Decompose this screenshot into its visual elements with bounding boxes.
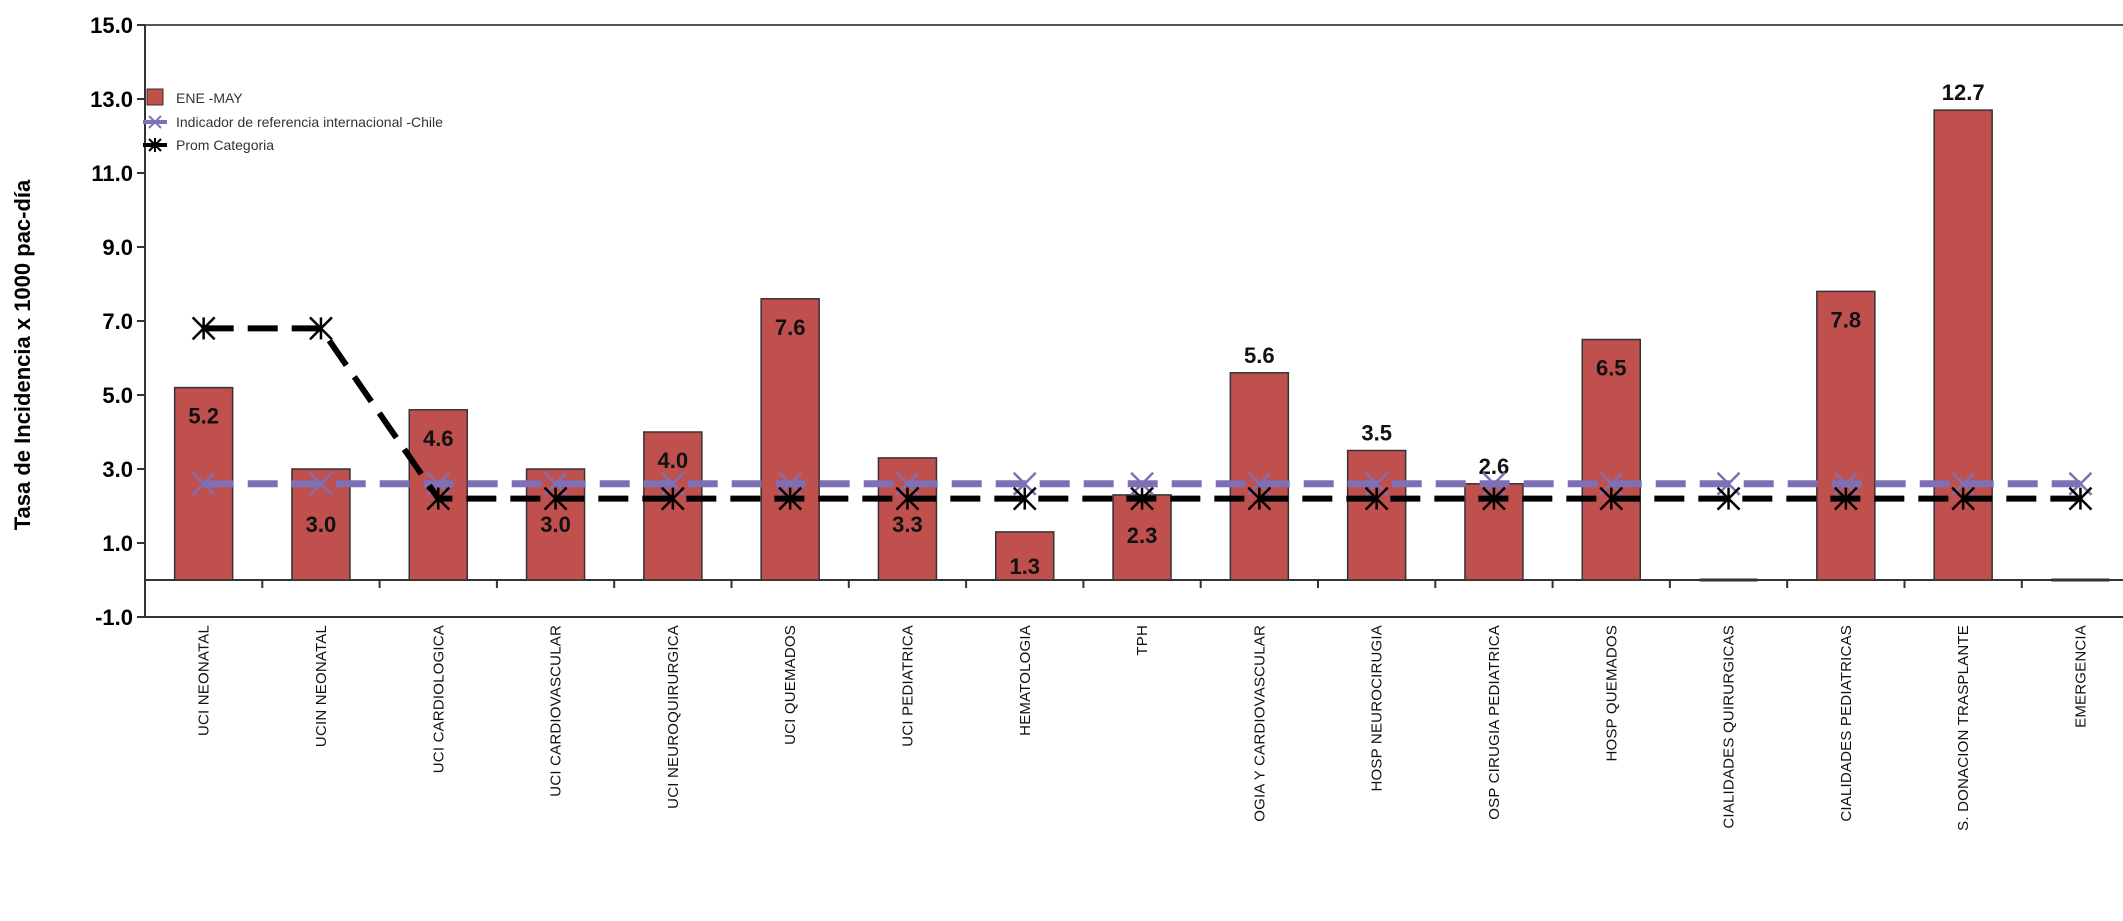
data-label: 3.5: [1361, 421, 1392, 446]
x-category-label: OGIA Y CARDIOVASCULAR: [1251, 625, 1268, 822]
category-average-series-marker: [1247, 486, 1272, 511]
y-tick-label: 3.0: [102, 457, 133, 482]
data-label: 4.0: [658, 448, 689, 473]
legend: ENE -MAY Indicador de referencia interna…: [143, 88, 443, 153]
x-category-label: TPH: [1134, 625, 1151, 656]
y-tick-label: 9.0: [102, 235, 133, 260]
category-average-series-marker: [895, 486, 920, 511]
x-category-label: UCIN NEONATAL: [313, 625, 330, 747]
x-category-label: S. DONACION TRASPLANTE: [1955, 625, 1972, 831]
data-label: 12.7: [1942, 80, 1985, 105]
y-tick-label: 11.0: [91, 161, 133, 186]
y-tick-label: 7.0: [102, 309, 133, 334]
legend-label-bar: ENE -MAY: [176, 90, 243, 106]
x-category-label: EMERGENCIA: [2072, 625, 2089, 728]
reference-series-marker-stroke: [309, 471, 333, 496]
y-axis-label-group: Tasa de Incidencia x 1000 pac-día: [10, 179, 35, 530]
x-category-label: CIALIDADES PEDIATRICAS: [1838, 625, 1855, 822]
bar: [1581, 338, 1641, 581]
bar: [291, 468, 351, 581]
reference-series-marker: [191, 471, 216, 496]
x-category-label: UCI NEONATAL: [196, 625, 213, 736]
x-category-label: UCI PEDIATRICA: [899, 625, 916, 747]
y-tick-label: 5.0: [102, 383, 133, 408]
data-label: 5.2: [188, 404, 219, 429]
category-average-series-marker: [1599, 486, 1624, 511]
x-category-label: HEMATOLOGIA: [1017, 625, 1034, 736]
category-average-series-marker: [543, 486, 568, 511]
legend-marker-category-average: [148, 138, 162, 152]
y-tick-label: 15.0: [90, 13, 133, 38]
data-label: 5.6: [1244, 343, 1275, 368]
data-label: 2.3: [1127, 523, 1158, 548]
plot-area: 15.0 13.0 11.0 9.0 7.0 5.0 3.0 1.0 -1.0 5.2 3.0 4.6…: [90, 13, 2123, 831]
data-label: 3.0: [540, 512, 571, 537]
legend-label-category-average: Prom Categoria: [176, 137, 274, 153]
category-average-series-marker: [1716, 486, 1741, 511]
legend-label-reference: Indicador de referencia internacional -C…: [176, 114, 443, 130]
bar: [1816, 290, 1876, 581]
y-axis-label: Tasa de Incidencia x 1000 pac-día: [10, 179, 35, 530]
data-label: 7.6: [775, 315, 806, 340]
category-average-series-marker: [1951, 486, 1976, 511]
data-label: 6.5: [1596, 356, 1627, 381]
x-category-label: UCI NEUROQUIRURGICA: [665, 625, 682, 809]
x-category-label: OSP CIRUGIA PEDIATRICA: [1486, 625, 1503, 820]
category-average-series-marker: [1833, 486, 1858, 511]
category-average-series-marker: [1012, 486, 1037, 511]
x-category-label: UCI QUEMADOS: [782, 625, 799, 745]
x-category-label: UCI CARDIOVASCULAR: [548, 625, 565, 797]
category-average-series-marker: [1364, 486, 1389, 511]
category-average-series-marker: [426, 486, 451, 511]
data-label: 2.6: [1479, 454, 1510, 479]
reference-series-marker-stroke: [191, 471, 216, 496]
legend-swatch-bar: [146, 88, 164, 106]
category-average-series-marker: [2068, 486, 2093, 511]
category-average-series-line: [203, 325, 2081, 502]
legend-marker-reference: [148, 115, 162, 129]
x-category-label: HOSP QUEMADOS: [1603, 625, 1620, 762]
category-average-series-marker: [191, 316, 216, 341]
bar: [877, 457, 938, 581]
data-label: 1.3: [1009, 554, 1040, 579]
category-average-series-marker: [1130, 486, 1154, 511]
bar: [995, 531, 1055, 581]
category-average-series-marker: [778, 486, 803, 511]
bar: [1229, 372, 1290, 581]
category-average-series-marker: [309, 316, 333, 341]
x-category-label: CIALIDADES QUIRURGICAS: [1721, 625, 1738, 829]
data-label: 3.0: [306, 512, 337, 537]
y-tick-label: -1.0: [95, 605, 133, 630]
bar: [525, 468, 586, 581]
x-category-label: UCI CARDIOLOGICA: [430, 625, 447, 773]
data-label: 7.8: [1831, 307, 1862, 332]
y-tick-label: 13.0: [90, 87, 133, 112]
x-category-label: HOSP NEUROCIRUGIA: [1369, 625, 1386, 791]
y-tick-label: 1.0: [102, 531, 133, 556]
data-label: 4.6: [423, 426, 454, 451]
bar: [1346, 449, 1407, 581]
category-average-series-marker: [660, 486, 685, 511]
category-average-series-marker: [1482, 486, 1506, 511]
reference-series-marker: [309, 471, 333, 496]
bar: [760, 298, 820, 581]
data-label: 3.3: [892, 512, 923, 537]
